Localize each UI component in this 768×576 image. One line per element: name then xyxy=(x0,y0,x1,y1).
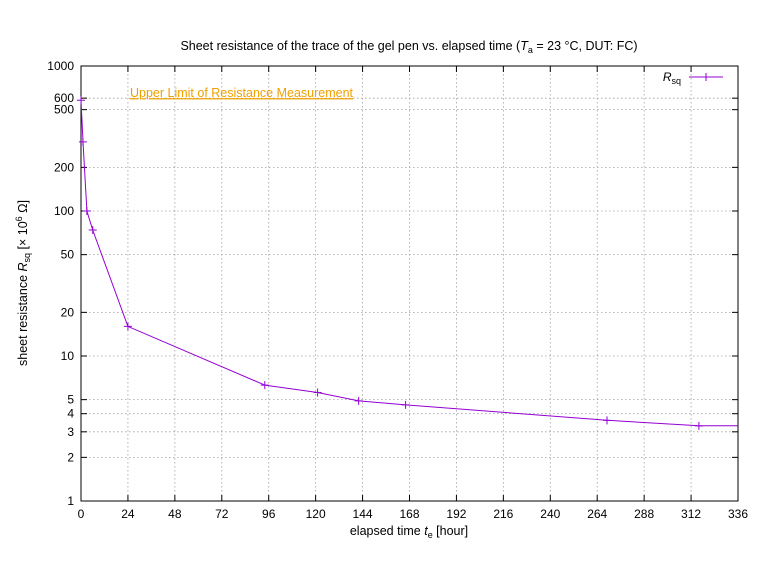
upper-limit-annotation: Upper Limit of Resistance Measurement xyxy=(130,86,354,100)
y-tick-label: 1000 xyxy=(47,59,74,73)
x-tick-label: 72 xyxy=(215,507,229,521)
y-tick-label: 3 xyxy=(67,425,74,439)
y-tick-label: 600 xyxy=(54,91,74,105)
data-point-marker xyxy=(123,322,132,331)
chart-title: Sheet resistance of the trace of the gel… xyxy=(180,39,637,55)
x-tick-label: 312 xyxy=(681,507,701,521)
data-point-marker xyxy=(602,416,611,425)
x-tick-label: 288 xyxy=(634,507,654,521)
x-tick-label: 48 xyxy=(168,507,182,521)
data-point-marker xyxy=(313,388,322,397)
grid-lines xyxy=(81,66,738,501)
y-tick-label: 20 xyxy=(61,305,75,319)
y-tick-label: 10 xyxy=(61,349,75,363)
y-tick-label: 500 xyxy=(54,103,74,117)
data-point-marker xyxy=(694,421,703,430)
data-point-marker xyxy=(401,400,410,409)
x-tick-label: 264 xyxy=(587,507,607,521)
data-point-marker xyxy=(354,396,363,405)
y-tick-label: 50 xyxy=(61,248,75,262)
y-tick-label: 2 xyxy=(67,450,74,464)
series-line xyxy=(80,100,738,427)
x-tick-label: 24 xyxy=(121,507,135,521)
legend-marker xyxy=(702,73,710,81)
data-point-marker xyxy=(88,225,97,234)
data-point-marker xyxy=(78,137,87,146)
y-tick-label: 1 xyxy=(67,494,74,508)
x-tick-label: 336 xyxy=(728,507,748,521)
x-tick-label: 216 xyxy=(493,507,513,521)
x-tick-label: 168 xyxy=(399,507,419,521)
x-tick-label: 120 xyxy=(306,507,326,521)
x-tick-label: 0 xyxy=(78,507,85,521)
y-tick-label: 100 xyxy=(54,204,74,218)
x-tick-label: 192 xyxy=(446,507,466,521)
x-tick-label: 96 xyxy=(262,507,276,521)
x-tick-label: 144 xyxy=(353,507,373,521)
x-tick-label: 240 xyxy=(540,507,560,521)
data-point-marker xyxy=(82,207,91,215)
y-tick-label: 200 xyxy=(54,160,74,174)
series-rsq xyxy=(77,96,738,430)
data-point-marker xyxy=(77,96,85,105)
legend-label: Rsq xyxy=(663,70,681,86)
legend: Rsq xyxy=(663,70,723,86)
x-axis-label: elapsed time te [hour] xyxy=(350,524,468,540)
y-axis-label: sheet resistance Rsq [× 106 Ω] xyxy=(14,200,32,366)
axis-ticks: 0 24 48 72 96 120 144 168 192 216 240 264 288 312 3361… xyxy=(47,59,748,521)
data-point-marker xyxy=(260,381,269,390)
y-tick-label: 4 xyxy=(67,407,74,421)
y-tick-label: 5 xyxy=(67,393,74,407)
